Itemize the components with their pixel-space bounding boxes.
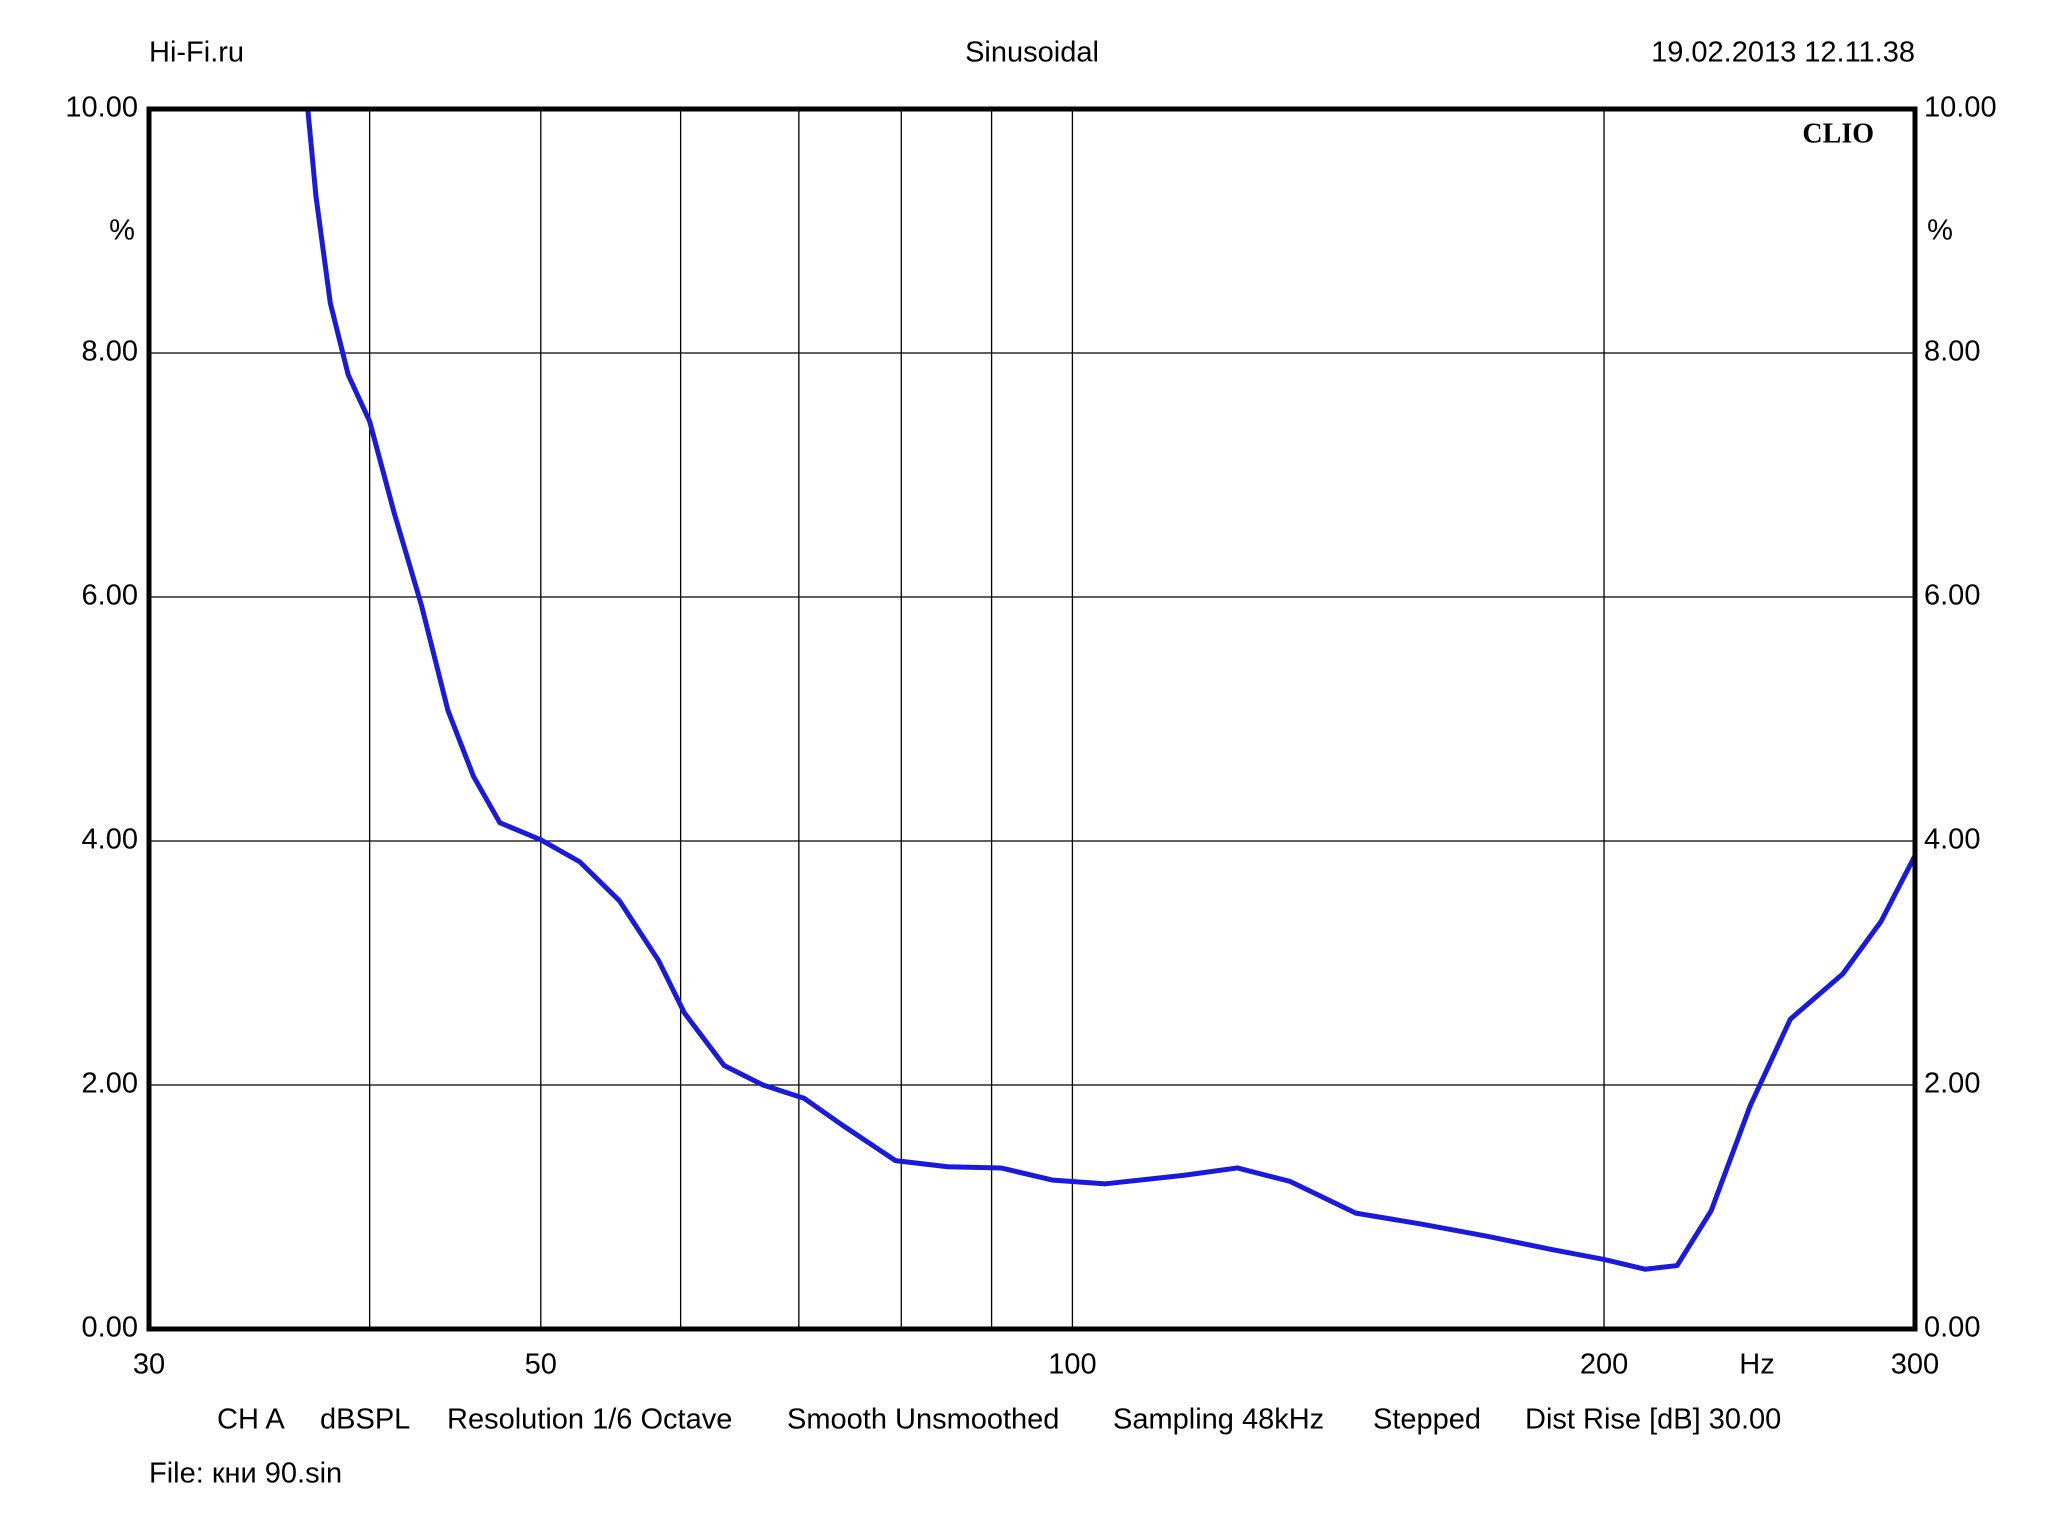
brand: CLIO	[1802, 118, 1874, 149]
x-tick-label: 100	[1048, 1349, 1096, 1381]
y2-tick-label: 4.00	[1924, 824, 1980, 856]
file-name: File: кни 90.sin	[149, 1458, 342, 1490]
y-unit-right: %	[1927, 215, 1953, 247]
y2-tick-label: 2.00	[1924, 1068, 1980, 1100]
y-tick-label: 8.00	[82, 336, 138, 368]
x-unit: Hz	[1739, 1349, 1774, 1381]
y-unit-left: %	[109, 215, 135, 247]
x-tick-label: 50	[525, 1349, 557, 1381]
y-tick-label: 6.00	[82, 580, 138, 612]
y-tick-label: 2.00	[82, 1068, 138, 1100]
y2-tick-label: 0.00	[1924, 1312, 1980, 1344]
plot-frame	[146, 106, 1918, 1332]
y-tick-label: 4.00	[82, 824, 138, 856]
header-left: Hi-Fi.ru	[149, 37, 244, 69]
y-tick-label: 10.00	[65, 92, 138, 124]
x-tick-label: 200	[1580, 1349, 1628, 1381]
header-center: Sinusoidal	[965, 37, 1099, 69]
data-line	[305, 109, 1915, 1272]
y-tick-label: 0.00	[82, 1312, 138, 1344]
footer-item: CH A	[217, 1404, 285, 1436]
footer-item: Dist Rise [dB] 30.00	[1525, 1404, 1781, 1436]
footer-item: Stepped	[1373, 1404, 1481, 1436]
footer-item: Resolution 1/6 Octave	[447, 1404, 732, 1436]
y2-tick-label: 8.00	[1924, 336, 1980, 368]
footer-item: Sampling 48kHz	[1113, 1404, 1324, 1436]
header-right: 19.02.2013 12.11.38	[1651, 37, 1915, 69]
y2-tick-label: 6.00	[1924, 580, 1980, 612]
footer-item: dBSPL	[320, 1404, 410, 1436]
y2-tick-label: 10.00	[1924, 92, 1997, 124]
footer-item: Smooth Unsmoothed	[787, 1404, 1059, 1436]
x-tick-label: 30	[133, 1349, 165, 1381]
x-tick-label: 300	[1891, 1349, 1939, 1381]
